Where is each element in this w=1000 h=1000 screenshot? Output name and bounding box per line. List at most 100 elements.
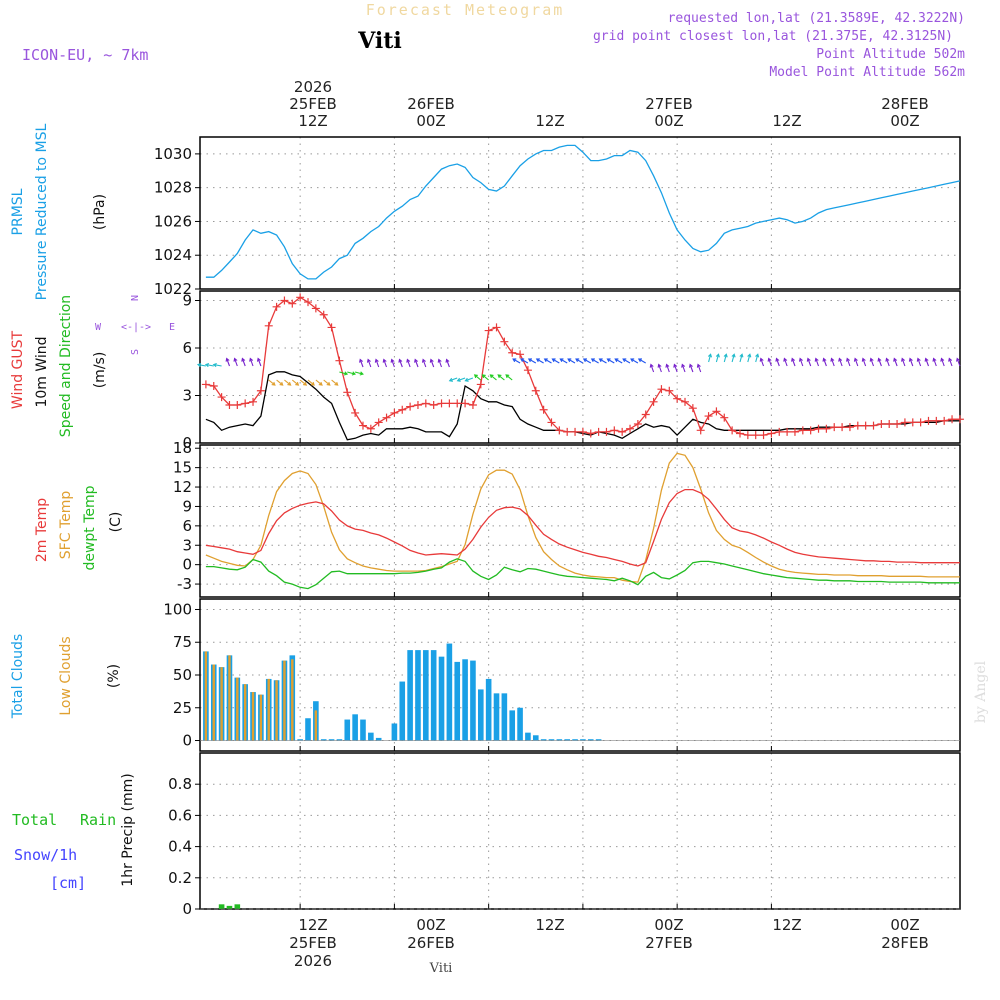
gust-marker bbox=[523, 366, 532, 375]
wind-direction-arrow bbox=[723, 353, 728, 363]
y-tick-label: 0.2 bbox=[168, 869, 192, 887]
low-cloud-bar bbox=[204, 651, 208, 741]
y-tick-label: 15 bbox=[173, 459, 192, 477]
total-cloud-bar bbox=[501, 693, 508, 741]
gust-marker bbox=[845, 423, 854, 432]
y-tick-label: 9 bbox=[182, 497, 192, 515]
wind-direction-arrow bbox=[366, 358, 372, 368]
rain-bar bbox=[234, 904, 241, 909]
wind-direction-arrow bbox=[956, 357, 961, 367]
total-cloud-bar bbox=[485, 678, 492, 741]
gust-marker bbox=[217, 393, 226, 402]
compass-south: S bbox=[130, 349, 141, 355]
gust-marker bbox=[413, 401, 422, 409]
wind-direction-arrow bbox=[481, 374, 489, 381]
gust-marker bbox=[783, 427, 792, 436]
gust-marker bbox=[335, 356, 344, 365]
gust-marker bbox=[555, 426, 564, 435]
y-tick-label: 0 bbox=[182, 434, 192, 452]
wind-direction-arrow bbox=[696, 363, 702, 373]
y-tick-label: 0.8 bbox=[168, 775, 192, 793]
total-cloud-bar bbox=[540, 739, 547, 741]
compass-east: E bbox=[169, 322, 175, 333]
gust-marker bbox=[578, 427, 587, 436]
wind-direction-arrow bbox=[437, 358, 443, 368]
gust-marker bbox=[288, 299, 297, 308]
gust-marker bbox=[594, 427, 603, 436]
gust-marker bbox=[500, 337, 509, 346]
gust-marker bbox=[445, 399, 454, 408]
total-cloud-bar bbox=[462, 659, 468, 741]
wind-direction-arrow bbox=[473, 374, 482, 381]
gust-marker bbox=[720, 413, 729, 422]
wind-direction-arrow bbox=[869, 357, 875, 367]
wind-direction-arrow bbox=[307, 379, 315, 386]
gust-marker bbox=[830, 423, 839, 432]
wind-direction-arrow bbox=[497, 374, 505, 381]
footer-location: Viti bbox=[429, 961, 453, 976]
gust-marker bbox=[940, 416, 949, 425]
wind-direction-arrow bbox=[212, 362, 222, 368]
wind-compass: N S W E <-|-> bbox=[95, 295, 175, 355]
bottom-hour-label: 12Z bbox=[298, 916, 327, 934]
y-tick-label: 0.6 bbox=[168, 806, 192, 824]
wind-direction-arrow bbox=[822, 357, 827, 367]
gust-marker bbox=[272, 302, 281, 311]
gust-marker bbox=[241, 399, 250, 408]
wind-direction-arrow bbox=[657, 363, 662, 373]
wind-direction-arrow bbox=[707, 353, 713, 363]
wind-direction-arrow bbox=[673, 363, 678, 373]
gust-marker bbox=[319, 310, 328, 319]
total-cloud-bar bbox=[328, 739, 335, 741]
gust-marker bbox=[256, 386, 265, 395]
wind-direction-arrow bbox=[535, 358, 544, 364]
wind-direction-arrow bbox=[791, 357, 796, 367]
wind-direction-arrow bbox=[908, 357, 914, 367]
total-cloud-bar bbox=[493, 693, 500, 741]
total-cloud-bar bbox=[580, 739, 586, 741]
precip-total-label: Total bbox=[12, 811, 57, 829]
wind-direction-arrow bbox=[551, 358, 560, 364]
y-tick-label: 100 bbox=[163, 600, 192, 618]
bottom-hour-label: 00Z bbox=[890, 916, 919, 934]
wind-direction-arrow bbox=[421, 358, 427, 368]
gust-marker bbox=[916, 418, 925, 427]
y-tick-label: 6 bbox=[182, 517, 192, 535]
clouds-unit: (%) bbox=[106, 664, 122, 688]
low-cloud-bar bbox=[220, 667, 223, 741]
total-cloud-bar bbox=[423, 650, 429, 741]
gust-marker bbox=[767, 429, 776, 438]
wind-direction-arrow bbox=[347, 371, 357, 376]
gust-marker bbox=[735, 429, 744, 438]
gust-marker bbox=[492, 323, 501, 332]
total-cloud-bar bbox=[587, 739, 594, 741]
gust-marker bbox=[665, 386, 674, 395]
bottom-hour-label: 00Z bbox=[416, 916, 445, 934]
wind-direction-arrow bbox=[354, 371, 364, 376]
y-tick-label: 1030 bbox=[154, 145, 192, 163]
low-cloud-bar bbox=[275, 680, 278, 741]
product-title: Forecast Meteogram bbox=[366, 1, 565, 19]
wind-direction-arrow bbox=[715, 353, 720, 363]
panel-pressure: 1022 1024 1026 1028 1030 bbox=[154, 136, 961, 298]
low-cloud-bar bbox=[212, 664, 215, 741]
total-cloud-bar bbox=[391, 723, 398, 741]
temp-dewpt-label: dewpt Temp bbox=[82, 485, 98, 570]
model-altitude: Model Point Altitude 562m bbox=[769, 65, 965, 80]
gust-marker bbox=[374, 418, 383, 427]
wind-direction-arrow bbox=[339, 371, 349, 376]
wind-direction-arrow bbox=[233, 357, 238, 367]
gust-marker bbox=[861, 421, 870, 430]
gust-marker bbox=[602, 427, 611, 436]
temp-2m-label: 2m Temp bbox=[34, 498, 50, 562]
gust-marker bbox=[657, 385, 666, 394]
total-cloud-bar bbox=[477, 689, 484, 741]
total-cloud-bar bbox=[532, 735, 539, 741]
panel-wind: 0 3 6 9 bbox=[182, 290, 964, 452]
gust-marker bbox=[948, 415, 957, 424]
wind-direction-arrow bbox=[806, 357, 812, 367]
wind-direction-arrow bbox=[814, 357, 820, 367]
wind-direction-arrow bbox=[755, 353, 760, 363]
wind-direction-arrow bbox=[739, 353, 744, 363]
